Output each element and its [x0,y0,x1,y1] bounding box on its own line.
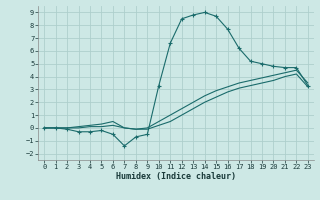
X-axis label: Humidex (Indice chaleur): Humidex (Indice chaleur) [116,172,236,181]
